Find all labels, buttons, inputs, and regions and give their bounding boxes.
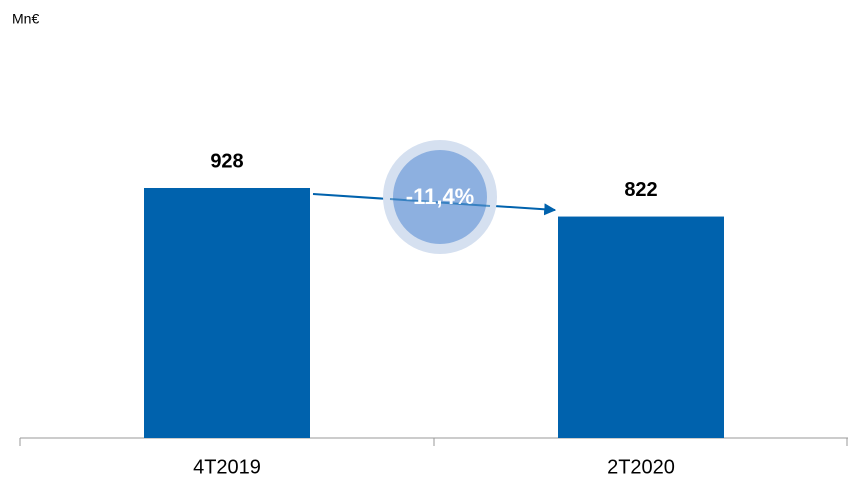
y-axis-label: Mn€: [12, 11, 39, 27]
x-tick-label: 4T2019: [193, 456, 261, 478]
bar: [144, 187, 310, 438]
value-label: 822: [624, 179, 657, 201]
change-arrow-through: [389, 198, 491, 207]
bar: [558, 216, 724, 438]
value-label: 928: [210, 150, 243, 172]
change-badge: [393, 150, 487, 244]
x-tick-label: 2T2020: [607, 456, 675, 478]
annotation: -11,4%: [406, 184, 475, 209]
